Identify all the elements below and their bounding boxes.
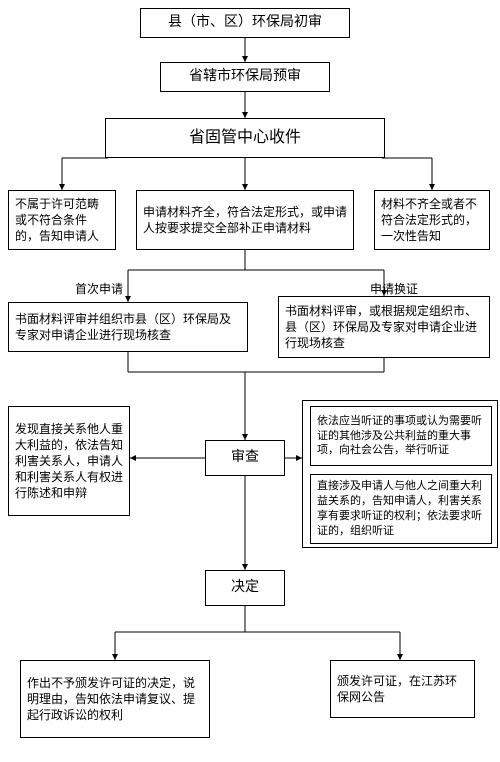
node-deny: 作出不予颁发许可证的决定，说明理由，告知依法申请复议、提起行政诉讼的权利 [20,660,210,738]
node-text: 依法应当听证的事项或认为需要听证的其他涉及公共利益的重大事项，向社会公告，举行听… [317,414,485,459]
flowchart-edges [0,0,500,762]
node-city-review: 省辖市环保局预审 [160,62,330,92]
node-text: 书面材料评审，或根据规定组织市、县（区）环保局及专家对申请企业进行现场核查 [285,303,483,352]
node-text: 书面材料评审并组织市县（区）环保局及专家对申请企业进行现场核查 [15,311,241,343]
node-onsite-check-renew: 书面材料评审，或根据规定组织市、县（区）环保局及专家对申请企业进行现场核查 [278,296,490,358]
node-text: 县（市、区）环保局初审 [168,14,322,33]
label-text: 申请换证 [370,282,418,296]
node-text: 发现直接关系他人重大利益的，依法告知利害关系人，申请人和利害关系人有权进行陈述和… [15,421,123,502]
node-province-receive: 省固管中心收件 [105,118,385,158]
node-text: 直接涉及申请人与他人之间重大利益关系的，告知申请人，利害关系享有要求听证的权利；… [317,479,485,538]
node-issue: 颁发许可证，在江苏环保网公告 [330,660,475,718]
node-text: 省辖市环保局预审 [189,68,301,87]
node-text: 作出不予颁发许可证的决定，说明理由，告知依法申请复议、提起行政诉讼的权利 [27,675,203,724]
node-decision: 决定 [205,570,285,606]
node-review: 审查 [205,440,285,476]
node-hearing-party: 直接涉及申请人与他人之间重大利益关系的，告知申请人，利害关系享有要求听证的权利；… [310,474,492,544]
label-text: 首次申请 [75,282,123,296]
node-text: 省固管中心收件 [189,127,301,149]
node-text: 决定 [231,579,259,598]
label-renew: 申请换证 [370,280,418,297]
node-text: 颁发许可证，在江苏环保网公告 [337,673,468,705]
node-materials-incomplete: 材料不齐全或者不符合法定形式的，一次性告知 [374,190,490,250]
node-not-qualified: 不属于许可范畴或不符合条件的，告知申请人 [8,190,116,250]
node-text: 审查 [231,449,259,468]
node-onsite-check-first: 书面材料评审并组织市县（区）环保局及专家对申请企业进行现场核查 [8,302,248,352]
node-text: 材料不齐全或者不符合法定形式的，一次性告知 [381,196,483,245]
node-hearing-public: 依法应当听证的事项或认为需要听证的其他涉及公共利益的重大事项，向社会公告，举行听… [310,406,492,466]
node-materials-complete: 申请材料齐全，符合法定形式，或申请人按要求提交全部补正申请材料 [136,190,354,250]
node-stakeholder-notice: 发现直接关系他人重大利益的，依法告知利害关系人，申请人和利害关系人有权进行陈述和… [8,406,130,516]
node-county-review: 县（市、区）环保局初审 [140,8,350,38]
node-text: 申请材料齐全，符合法定形式，或申请人按要求提交全部补正申请材料 [143,204,347,236]
label-first-apply: 首次申请 [75,280,123,297]
node-text: 不属于许可范畴或不符合条件的，告知申请人 [15,196,109,245]
